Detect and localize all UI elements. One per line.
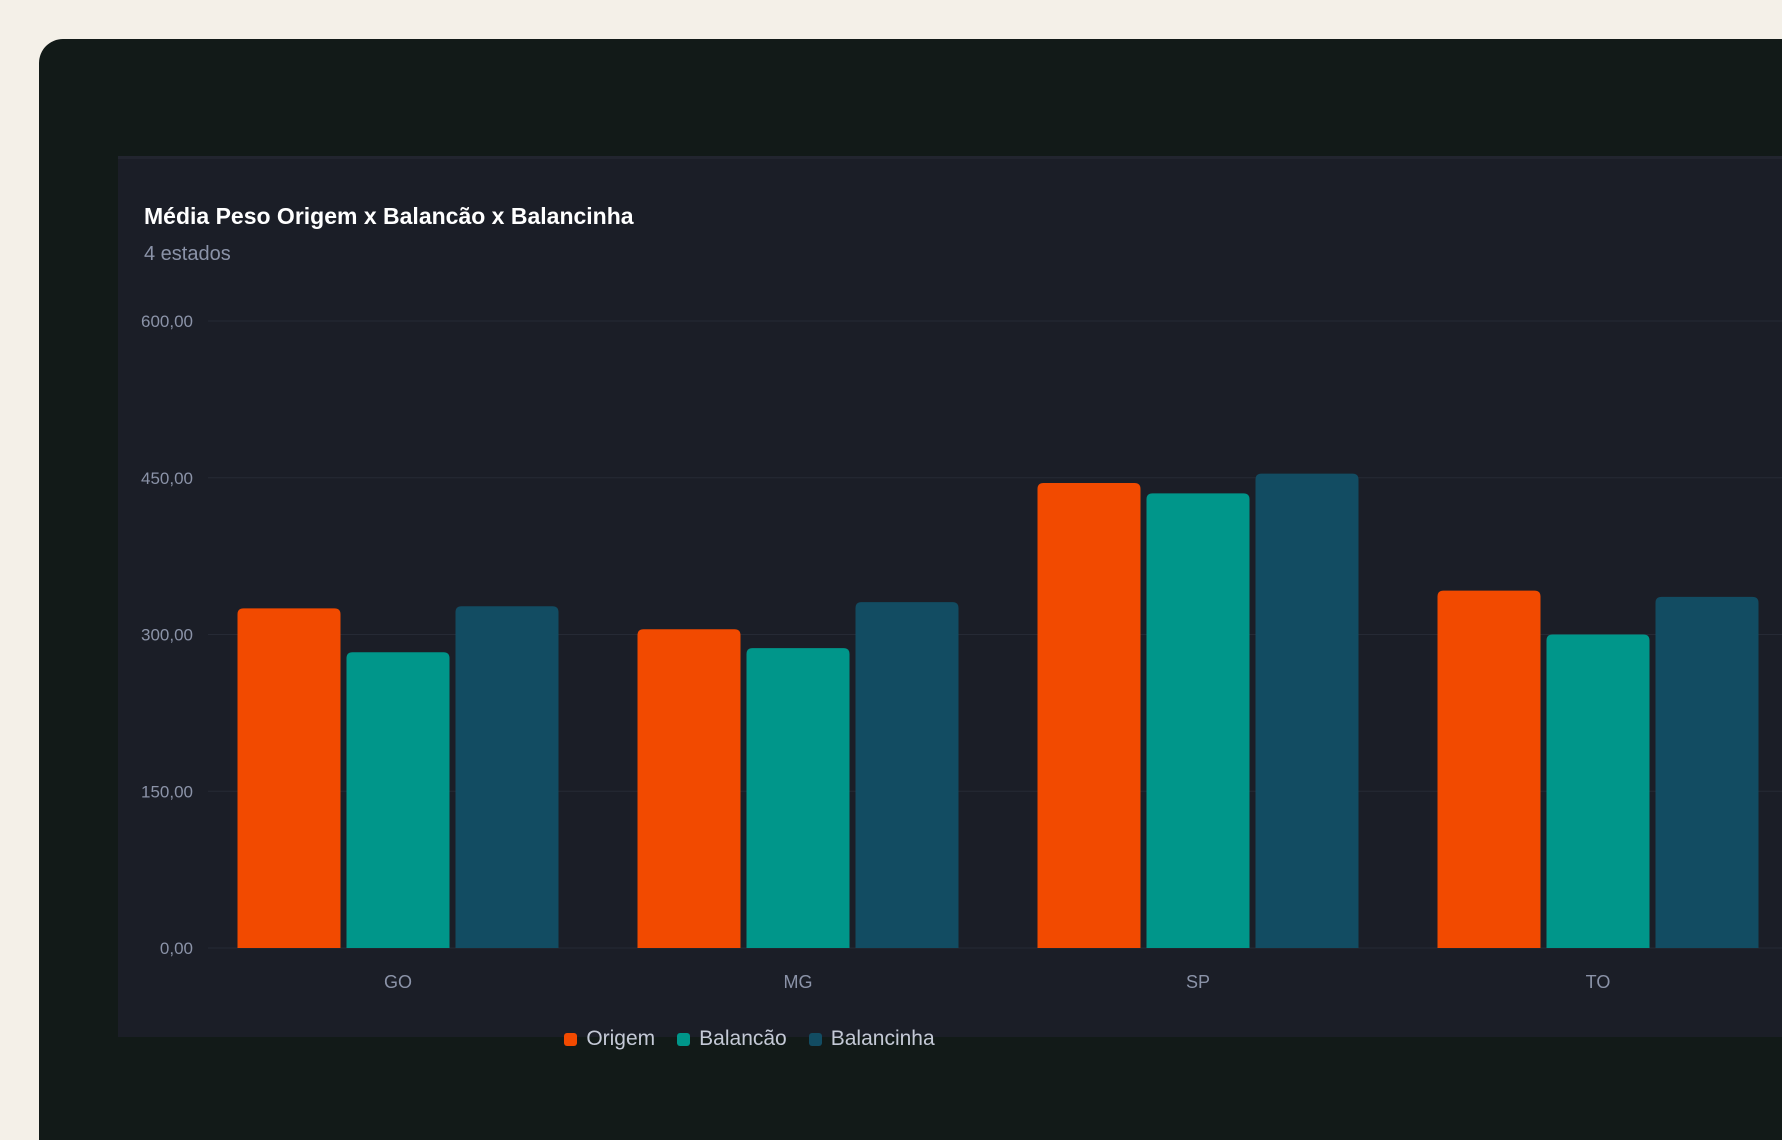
bar-go-balancão[interactable]	[346, 652, 450, 948]
x-tick-label: GO	[384, 972, 412, 992]
y-tick-label: 150,00	[141, 782, 193, 801]
legend-swatch	[564, 1032, 578, 1046]
x-tick-label: MG	[784, 972, 813, 992]
chart-subtitle: 4 estados	[144, 243, 231, 265]
bar-chart: 0,00 150,00 300,00 450,00 600,00 GO MG SP TO	[141, 312, 1782, 992]
legend-label: Origem	[586, 1027, 656, 1050]
legend-item-balancinha[interactable]: Balancinha	[808, 1027, 935, 1051]
y-tick-label: 450,00	[141, 469, 193, 488]
chart-title: Média Peso Origem x Balancão x Balancinh…	[144, 203, 634, 229]
bar-sp-balancão[interactable]	[1146, 493, 1250, 948]
legend-item-balancão[interactable]: Balancão	[677, 1027, 787, 1051]
bar-sp-balancinha[interactable]	[1255, 473, 1359, 948]
y-tick-label: 600,00	[141, 312, 193, 331]
x-tick-label: TO	[1586, 972, 1611, 992]
y-tick-label: 0,00	[160, 939, 193, 958]
bar-mg-origem[interactable]	[637, 629, 741, 948]
bar-sp-origem[interactable]	[1037, 482, 1141, 948]
legend-label: Balancão	[699, 1027, 787, 1050]
y-tick-label: 300,00	[141, 626, 193, 645]
chart-panel: Média Peso Origem x Balancão x Balancinh…	[118, 156, 1782, 1050]
bar-go-origem[interactable]	[237, 608, 341, 948]
bar-mg-balancão[interactable]	[746, 648, 850, 948]
x-tick-label: SP	[1186, 972, 1210, 992]
bar-to-balancinha[interactable]	[1655, 596, 1759, 948]
bar-to-origem[interactable]	[1437, 590, 1541, 948]
legend-item-origem[interactable]: Origem	[564, 1027, 655, 1051]
bar-mg-balancinha[interactable]	[855, 602, 959, 948]
legend-swatch	[808, 1032, 822, 1046]
bar-go-balancinha[interactable]	[455, 606, 559, 948]
app-frame: Média Peso Origem x Balancão x Balancinh…	[39, 39, 1782, 1140]
legend-label: Balancinha	[830, 1027, 935, 1050]
bar-to-balancão[interactable]	[1546, 634, 1650, 949]
legend-swatch	[677, 1032, 691, 1046]
chart-legend: Origem Balancão Balancinha	[118, 1027, 1381, 1051]
